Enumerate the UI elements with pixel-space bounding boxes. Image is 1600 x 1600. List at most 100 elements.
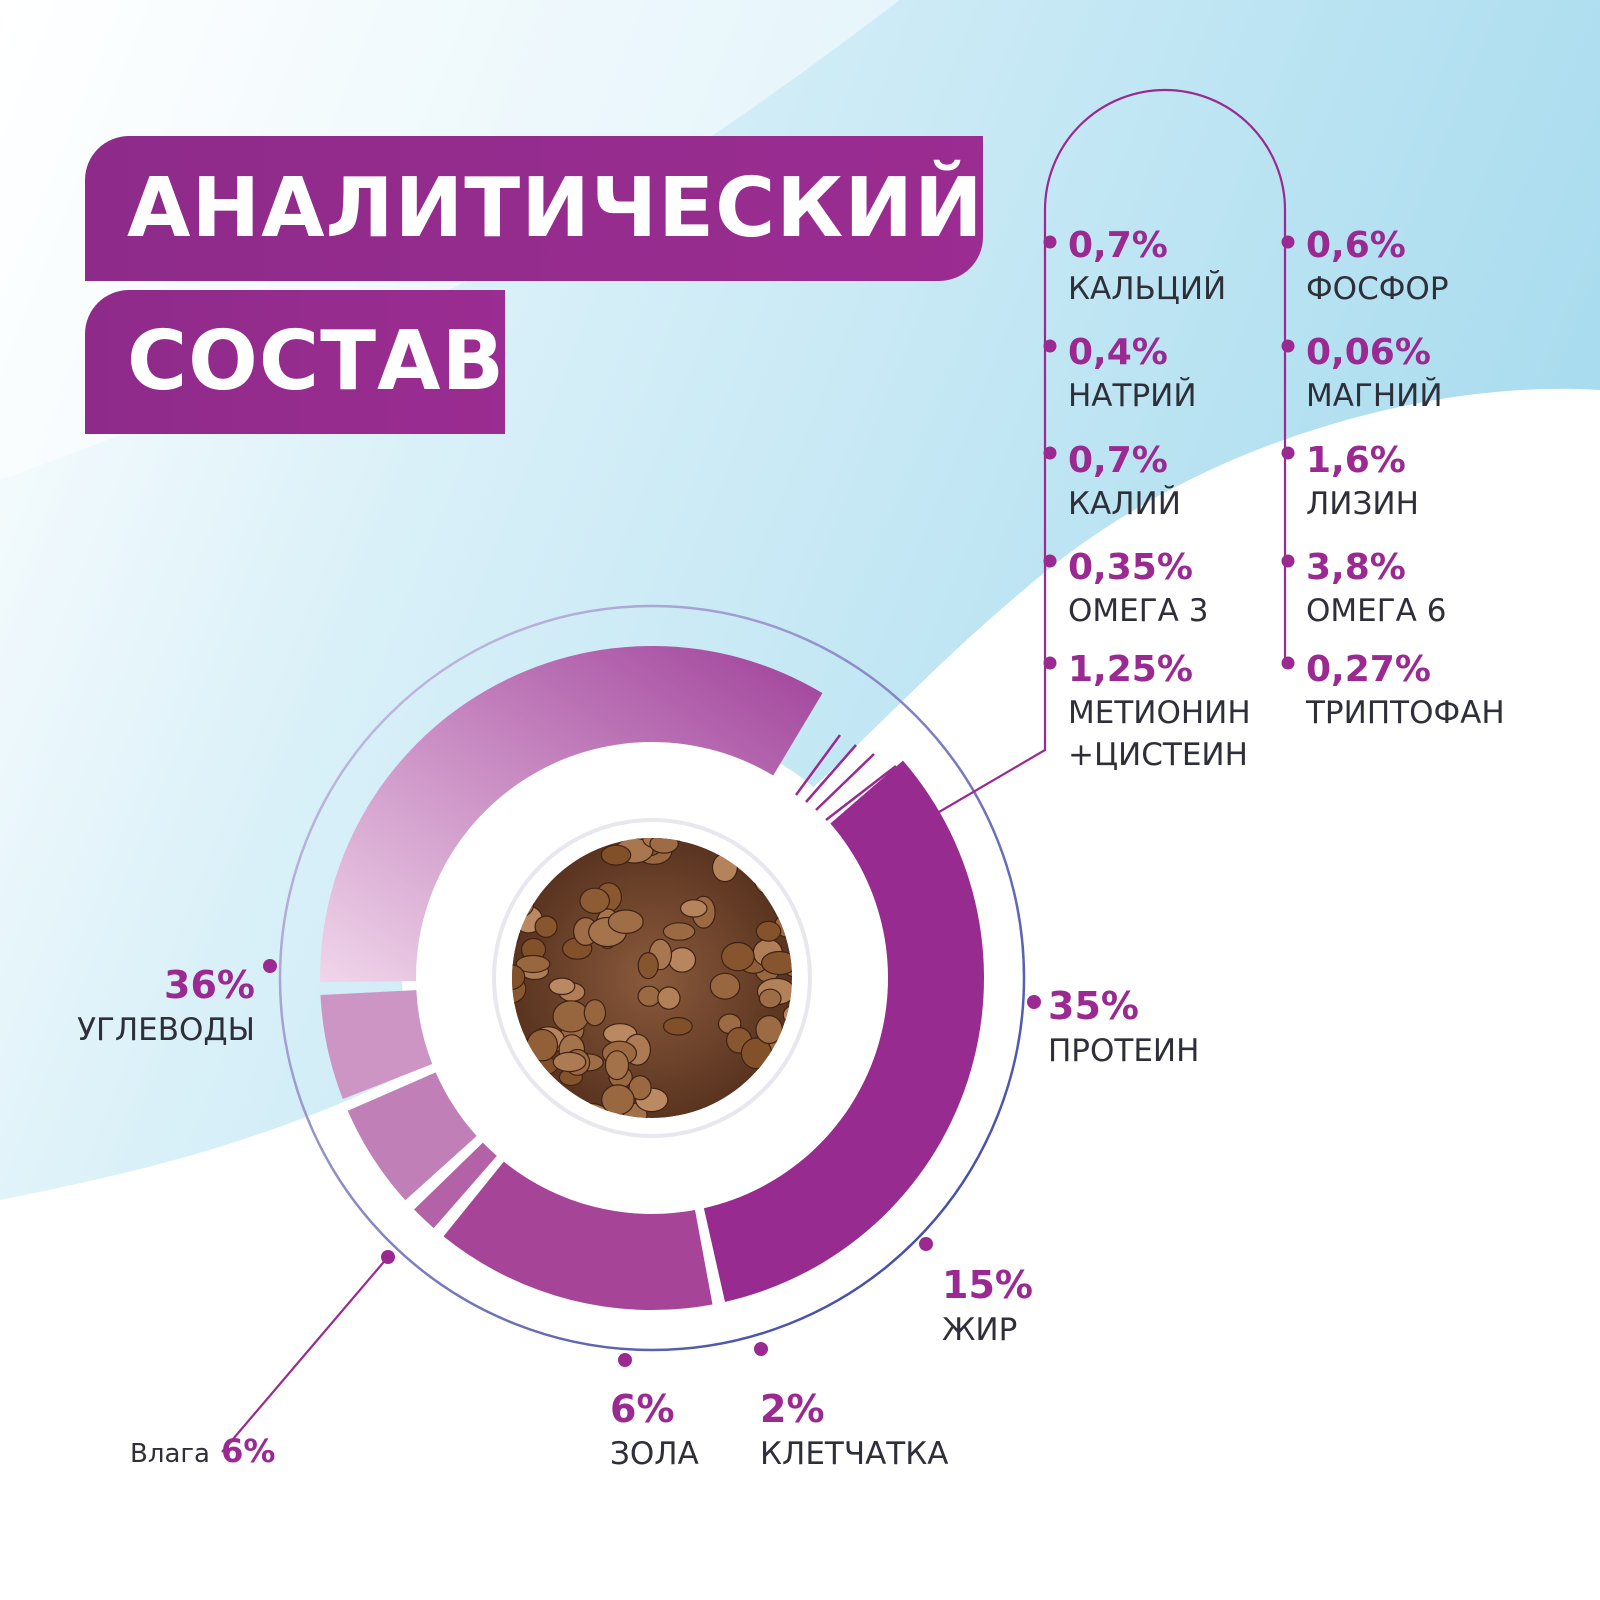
nutrient-name-line2: +ЦИСТЕИН bbox=[1068, 737, 1248, 773]
fiber-percent: 2% bbox=[760, 1387, 825, 1431]
nutrient-name: КАЛИЙ bbox=[1068, 486, 1181, 522]
ash-name: ЗОЛА bbox=[610, 1436, 699, 1472]
moisture-name: Влага bbox=[130, 1439, 210, 1469]
nutrient-name: ОМЕГА 6 bbox=[1306, 593, 1447, 629]
kibble-piece bbox=[721, 941, 755, 972]
segment-ash bbox=[347, 1072, 477, 1201]
nutrient-value: 0,06% bbox=[1306, 332, 1431, 373]
label-fat: 15% ЖИР bbox=[942, 1262, 1033, 1352]
nutrient-connector bbox=[921, 88, 1287, 823]
nutrient-item: 0,7% КАЛЬЦИЙ bbox=[1068, 224, 1298, 310]
kibble-piece bbox=[579, 887, 610, 915]
label-carbs: 36% УГЛЕВОДЫ bbox=[60, 962, 255, 1052]
moisture-leader bbox=[221, 1256, 389, 1453]
carbs-percent: 36% bbox=[164, 963, 255, 1007]
segment-fiber bbox=[414, 1142, 497, 1229]
kibble-piece bbox=[679, 899, 708, 918]
donut-segments bbox=[320, 646, 984, 1310]
kibble-piece bbox=[668, 947, 697, 973]
dot-protein bbox=[1027, 995, 1041, 1009]
kibble-piece bbox=[755, 920, 782, 942]
nutrient-bullet bbox=[1043, 554, 1057, 568]
label-protein: 35% ПРОТЕИН bbox=[1048, 983, 1199, 1073]
nutrient-value: 1,6% bbox=[1306, 440, 1406, 481]
nutrient-item: 0,7% КАЛИЙ bbox=[1068, 439, 1298, 525]
nutrient-item: 1,25% МЕТИОНИН +ЦИСТЕИН bbox=[1068, 648, 1298, 776]
nutrient-value: 0,7% bbox=[1068, 440, 1168, 481]
nutrient-bullet bbox=[1281, 446, 1295, 460]
nutrient-bullet bbox=[1281, 339, 1295, 353]
dot-fiber bbox=[754, 1342, 768, 1356]
kibble-piece bbox=[662, 922, 696, 941]
nutrient-item: 0,4% НАТРИЙ bbox=[1068, 331, 1298, 417]
kibble-piece bbox=[628, 1075, 652, 1101]
nutrient-name: КАЛЬЦИЙ bbox=[1068, 271, 1227, 307]
ash-percent: 6% bbox=[610, 1387, 675, 1431]
title-line1: АНАЛИТИЧЕСКИЙ bbox=[85, 136, 983, 281]
label-fiber: 2% КЛЕТЧАТКА bbox=[760, 1386, 948, 1476]
kibble-piece bbox=[604, 1050, 630, 1081]
kibble-piece bbox=[512, 964, 526, 991]
nutrient-name: ФОСФОР bbox=[1306, 271, 1449, 307]
nutrient-name: ТРИПТОФАН bbox=[1306, 695, 1505, 731]
kibble-piece bbox=[709, 972, 741, 1000]
segment-fat bbox=[443, 1161, 713, 1310]
segment-carbs bbox=[320, 646, 823, 983]
kibble-piece bbox=[583, 999, 607, 1027]
nutrient-bullet bbox=[1043, 446, 1057, 460]
kibble-piece bbox=[758, 988, 782, 1009]
nutrient-value: 0,4% bbox=[1068, 332, 1168, 373]
kibble-piece bbox=[512, 923, 521, 949]
protein-percent: 35% bbox=[1048, 984, 1139, 1028]
carbs-name: УГЛЕВОДЫ bbox=[77, 1012, 255, 1048]
label-ash: 6% ЗОЛА bbox=[610, 1386, 699, 1476]
gap-hatch bbox=[794, 734, 897, 821]
nutrient-value: 0,27% bbox=[1306, 649, 1431, 690]
fiber-name: КЛЕТЧАТКА bbox=[760, 1436, 949, 1472]
nutrient-value: 1,25% bbox=[1068, 649, 1193, 690]
moisture-percent: 6% bbox=[221, 1432, 276, 1470]
nutrient-bullet bbox=[1043, 656, 1057, 670]
kibble-piece bbox=[637, 951, 659, 980]
kibble-piece bbox=[552, 1000, 590, 1033]
nutrient-name: ОМЕГА 3 bbox=[1068, 593, 1209, 629]
nutrient-item: 1,6% ЛИЗИН bbox=[1306, 439, 1536, 525]
protein-name: ПРОТЕИН bbox=[1048, 1033, 1200, 1069]
nutrient-item: 3,8% ОМЕГА 6 bbox=[1306, 546, 1536, 632]
fat-name: ЖИР bbox=[942, 1312, 1018, 1348]
nutrient-value: 0,35% bbox=[1068, 547, 1193, 588]
segment-moisture bbox=[320, 990, 433, 1100]
dot-fat bbox=[919, 1237, 933, 1251]
kibble-piece bbox=[600, 844, 632, 866]
nutrient-bullet bbox=[1281, 235, 1295, 249]
nutrient-name: НАТРИЙ bbox=[1068, 378, 1197, 414]
nutrient-value: 0,7% bbox=[1068, 225, 1168, 266]
nutrient-bullet bbox=[1281, 656, 1295, 670]
nutrient-item: 0,27% ТРИПТОФАН bbox=[1306, 648, 1536, 734]
title-line2: СОСТАВ bbox=[85, 290, 505, 434]
nutrient-name: МЕТИОНИН bbox=[1068, 695, 1251, 731]
outer-ring bbox=[278, 604, 1026, 1352]
kibble-piece bbox=[761, 950, 792, 976]
nutrient-bullet bbox=[1043, 235, 1057, 249]
kibble-piece bbox=[534, 915, 558, 938]
kibble-piece bbox=[515, 954, 551, 974]
kibble-piece bbox=[607, 909, 644, 934]
kibble-piece bbox=[637, 985, 661, 1007]
nutrient-value: 0,6% bbox=[1306, 225, 1406, 266]
nutrient-value: 3,8% bbox=[1306, 547, 1406, 588]
nutrient-item: 0,6% ФОСФОР bbox=[1306, 224, 1536, 310]
dot-carbs bbox=[263, 959, 277, 973]
label-moisture: Влага 6% bbox=[130, 1432, 275, 1470]
nutrient-item: 0,06% МАГНИЙ bbox=[1306, 331, 1536, 417]
kibble-piece bbox=[601, 1084, 635, 1116]
nutrient-item: 0,35% ОМЕГА 3 bbox=[1068, 546, 1298, 632]
nutrient-bullet bbox=[1043, 339, 1057, 353]
fat-percent: 15% bbox=[942, 1263, 1033, 1307]
dot-ash bbox=[618, 1353, 632, 1367]
kibble-piece bbox=[548, 977, 576, 996]
nutrient-name: ЛИЗИН bbox=[1306, 486, 1419, 522]
nutrient-bullet bbox=[1281, 554, 1295, 568]
nutrient-name: МАГНИЙ bbox=[1306, 378, 1443, 414]
